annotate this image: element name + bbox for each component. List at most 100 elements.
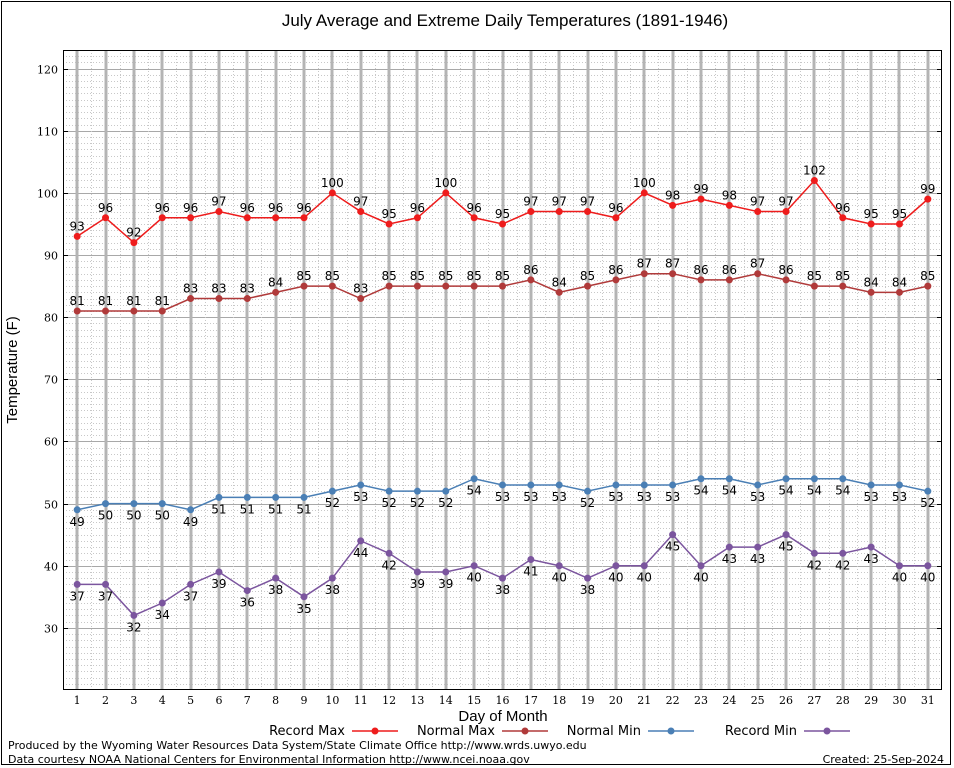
data-label: 40 xyxy=(920,571,935,585)
y-tick-label: 30 xyxy=(44,623,58,636)
data-point xyxy=(895,562,903,570)
data-point xyxy=(328,574,336,582)
data-point xyxy=(895,481,903,489)
data-label: 83 xyxy=(240,282,255,296)
x-tick-label: 6 xyxy=(215,694,222,707)
data-label: 85 xyxy=(495,269,510,283)
data-label: 96 xyxy=(410,201,425,215)
data-label: 52 xyxy=(325,496,340,510)
data-point xyxy=(470,562,478,570)
x-tick-label: 20 xyxy=(609,694,623,707)
data-point xyxy=(73,307,81,315)
data-point xyxy=(584,574,592,582)
data-label: 39 xyxy=(438,577,453,591)
x-tick-label: 12 xyxy=(382,694,396,707)
data-point xyxy=(187,295,195,303)
data-label: 96 xyxy=(296,201,311,215)
data-label: 97 xyxy=(580,195,595,209)
x-tick-label: 18 xyxy=(552,694,566,707)
data-label: 43 xyxy=(863,552,878,566)
data-label: 85 xyxy=(807,269,822,283)
data-label: 98 xyxy=(665,188,680,202)
data-point xyxy=(527,208,535,216)
data-point xyxy=(243,493,251,501)
data-point xyxy=(187,506,195,514)
data-label: 96 xyxy=(155,201,170,215)
plot-border xyxy=(63,50,942,690)
data-label: 43 xyxy=(750,552,765,566)
produced-by-credit: Produced by the Wyoming Water Resources … xyxy=(8,739,587,752)
x-tick-label: 9 xyxy=(301,694,308,707)
data-label: 50 xyxy=(126,509,141,523)
data-point xyxy=(782,276,790,284)
data-label: 50 xyxy=(155,509,170,523)
legend-label: Normal Max xyxy=(417,724,495,739)
y-tick-label: 90 xyxy=(44,250,58,263)
data-label: 40 xyxy=(552,571,567,585)
data-label: 98 xyxy=(722,188,737,202)
data-label: 92 xyxy=(126,226,141,240)
data-label: 93 xyxy=(70,219,85,233)
data-point xyxy=(810,176,818,184)
data-label: 95 xyxy=(863,207,878,221)
data-point xyxy=(385,282,393,290)
data-label: 39 xyxy=(211,577,226,591)
data-point xyxy=(328,282,336,290)
data-label: 38 xyxy=(268,583,283,597)
data-point xyxy=(385,487,393,495)
data-point xyxy=(839,282,847,290)
data-point xyxy=(725,543,733,551)
x-tick-label: 27 xyxy=(807,694,821,707)
data-point xyxy=(754,543,762,551)
data-point xyxy=(612,214,620,222)
data-point xyxy=(584,208,592,216)
y-tick-label: 60 xyxy=(44,436,58,449)
data-label: 97 xyxy=(552,195,567,209)
data-point xyxy=(130,611,138,619)
data-label: 53 xyxy=(863,490,878,504)
data-point xyxy=(867,220,875,228)
data-label: 83 xyxy=(211,282,226,296)
data-label: 87 xyxy=(637,257,652,271)
data-point xyxy=(215,295,223,303)
data-label: 40 xyxy=(467,571,482,585)
data-point xyxy=(442,189,450,197)
data-point xyxy=(470,282,478,290)
y-tick-label: 80 xyxy=(44,312,58,325)
data-point xyxy=(130,239,138,247)
x-tick-label: 13 xyxy=(410,694,424,707)
data-point xyxy=(810,475,818,483)
data-label: 87 xyxy=(750,257,765,271)
data-point xyxy=(272,574,280,582)
x-axis-label: Day of Month xyxy=(458,708,547,725)
data-point xyxy=(839,475,847,483)
y-tick-label: 70 xyxy=(44,374,58,387)
x-tick-label: 8 xyxy=(272,694,279,707)
x-tick-label: 24 xyxy=(722,694,736,707)
data-point xyxy=(499,574,506,582)
legend-marker xyxy=(823,727,831,735)
data-label: 102 xyxy=(803,163,826,177)
legend-item: Record Max xyxy=(269,724,398,739)
data-point xyxy=(357,295,365,303)
x-tick-label: 5 xyxy=(187,694,194,707)
data-point xyxy=(130,307,138,315)
data-label: 52 xyxy=(920,496,935,510)
data-label: 96 xyxy=(835,201,850,215)
x-tick-label: 10 xyxy=(325,694,339,707)
data-point xyxy=(73,506,81,514)
data-label: 81 xyxy=(70,294,85,308)
data-point xyxy=(697,276,705,284)
x-tick-label: 14 xyxy=(439,694,453,707)
data-label: 97 xyxy=(353,195,368,209)
data-label: 54 xyxy=(722,484,737,498)
data-label: 99 xyxy=(920,182,935,196)
data-point xyxy=(754,481,762,489)
data-point xyxy=(640,562,648,570)
data-label: 43 xyxy=(722,552,737,566)
data-point xyxy=(215,493,223,501)
data-point xyxy=(243,214,251,222)
data-label: 95 xyxy=(381,207,396,221)
data-label: 53 xyxy=(637,490,652,504)
